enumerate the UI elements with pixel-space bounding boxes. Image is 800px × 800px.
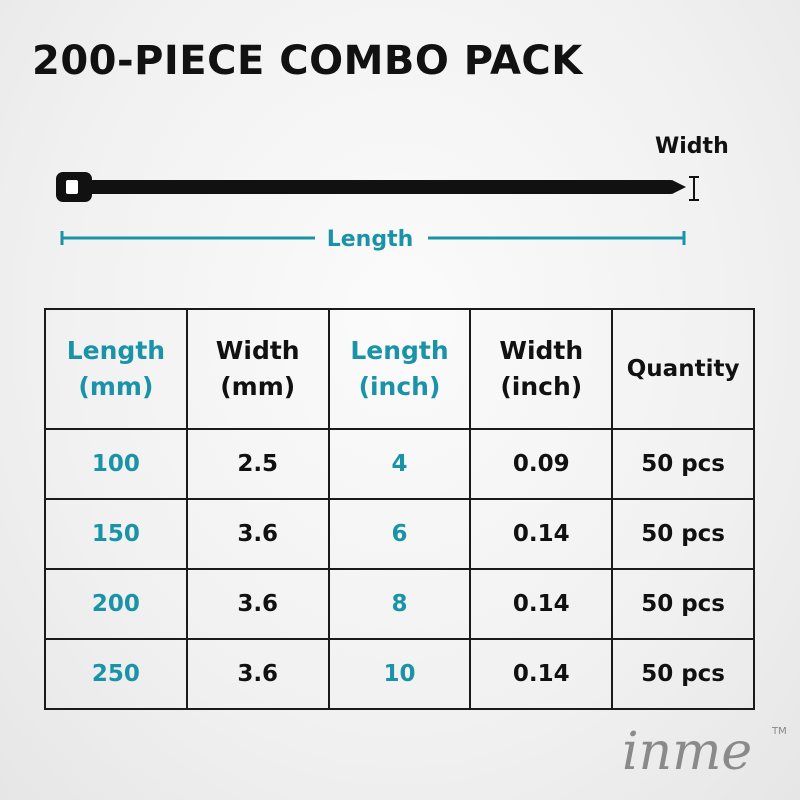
table-row: 250 3.6 10 0.14 50 pcs [44,638,755,710]
length-marker [60,231,686,245]
table-cell: 3.6 [185,498,330,570]
table-cell: 8 [327,568,472,640]
column-header: Width (inch) [469,308,614,430]
table-body: 100 2.5 4 0.09 50 pcs 150 3.6 6 0.14 50 pcs 200 3.6… [44,428,755,710]
table-cell: 50 pcs [611,568,755,640]
header-line: (mm) [220,372,296,401]
table-row: 150 3.6 6 0.14 50 pcs [44,498,755,570]
table-cell: 3.6 [185,638,330,710]
table-cell: 250 [44,638,188,710]
table-row: 200 3.6 8 0.14 50 pcs [44,568,755,640]
header-line: Length [66,336,166,365]
column-header: Length (inch) [327,308,472,430]
tie-strap [62,180,674,194]
header-line: (inch) [358,372,441,401]
table-cell: 0.14 [469,638,614,710]
length-label: Length [327,227,414,252]
width-label: Width [655,134,729,159]
tie-tip [672,180,686,194]
width-marker [689,176,699,201]
header-line: Width [499,336,584,365]
table-cell: 3.6 [185,568,330,640]
table-cell: 0.09 [469,428,614,500]
cable-tie-diagram: Width Length [56,134,729,252]
header-line: (inch) [500,372,583,401]
table-cell: 10 [327,638,472,710]
header-line: Quantity [626,356,740,382]
table-cell: 0.14 [469,568,614,640]
table-cell: 50 pcs [611,638,755,710]
table-row: 100 2.5 4 0.09 50 pcs [44,428,755,500]
table-cell: 150 [44,498,188,570]
table-cell: 50 pcs [611,428,755,500]
table-cell: 200 [44,568,188,640]
brand-logo: inme [622,722,753,782]
table-cell: 4 [327,428,472,500]
table-cell: 100 [44,428,188,500]
header-line: Width [215,336,300,365]
column-header: Width (mm) [185,308,330,430]
tie-slot [66,180,78,194]
table-cell: 6 [327,498,472,570]
table-cell: 0.14 [469,498,614,570]
table-cell: 2.5 [185,428,330,500]
spec-table: Length (mm) Width (mm) Length (inch) Width (inc… [44,308,755,710]
trademark: TM [772,726,787,737]
title: 200-PIECE COMBO PACK [32,38,583,84]
column-header: Length (mm) [44,308,188,430]
header-row: Length (mm) Width (mm) Length (inch) Width (inc… [44,308,755,430]
column-header: Quantity [611,308,755,430]
header-line: (mm) [78,372,154,401]
header-line: Length [350,336,449,365]
table-cell: 50 pcs [611,498,755,570]
